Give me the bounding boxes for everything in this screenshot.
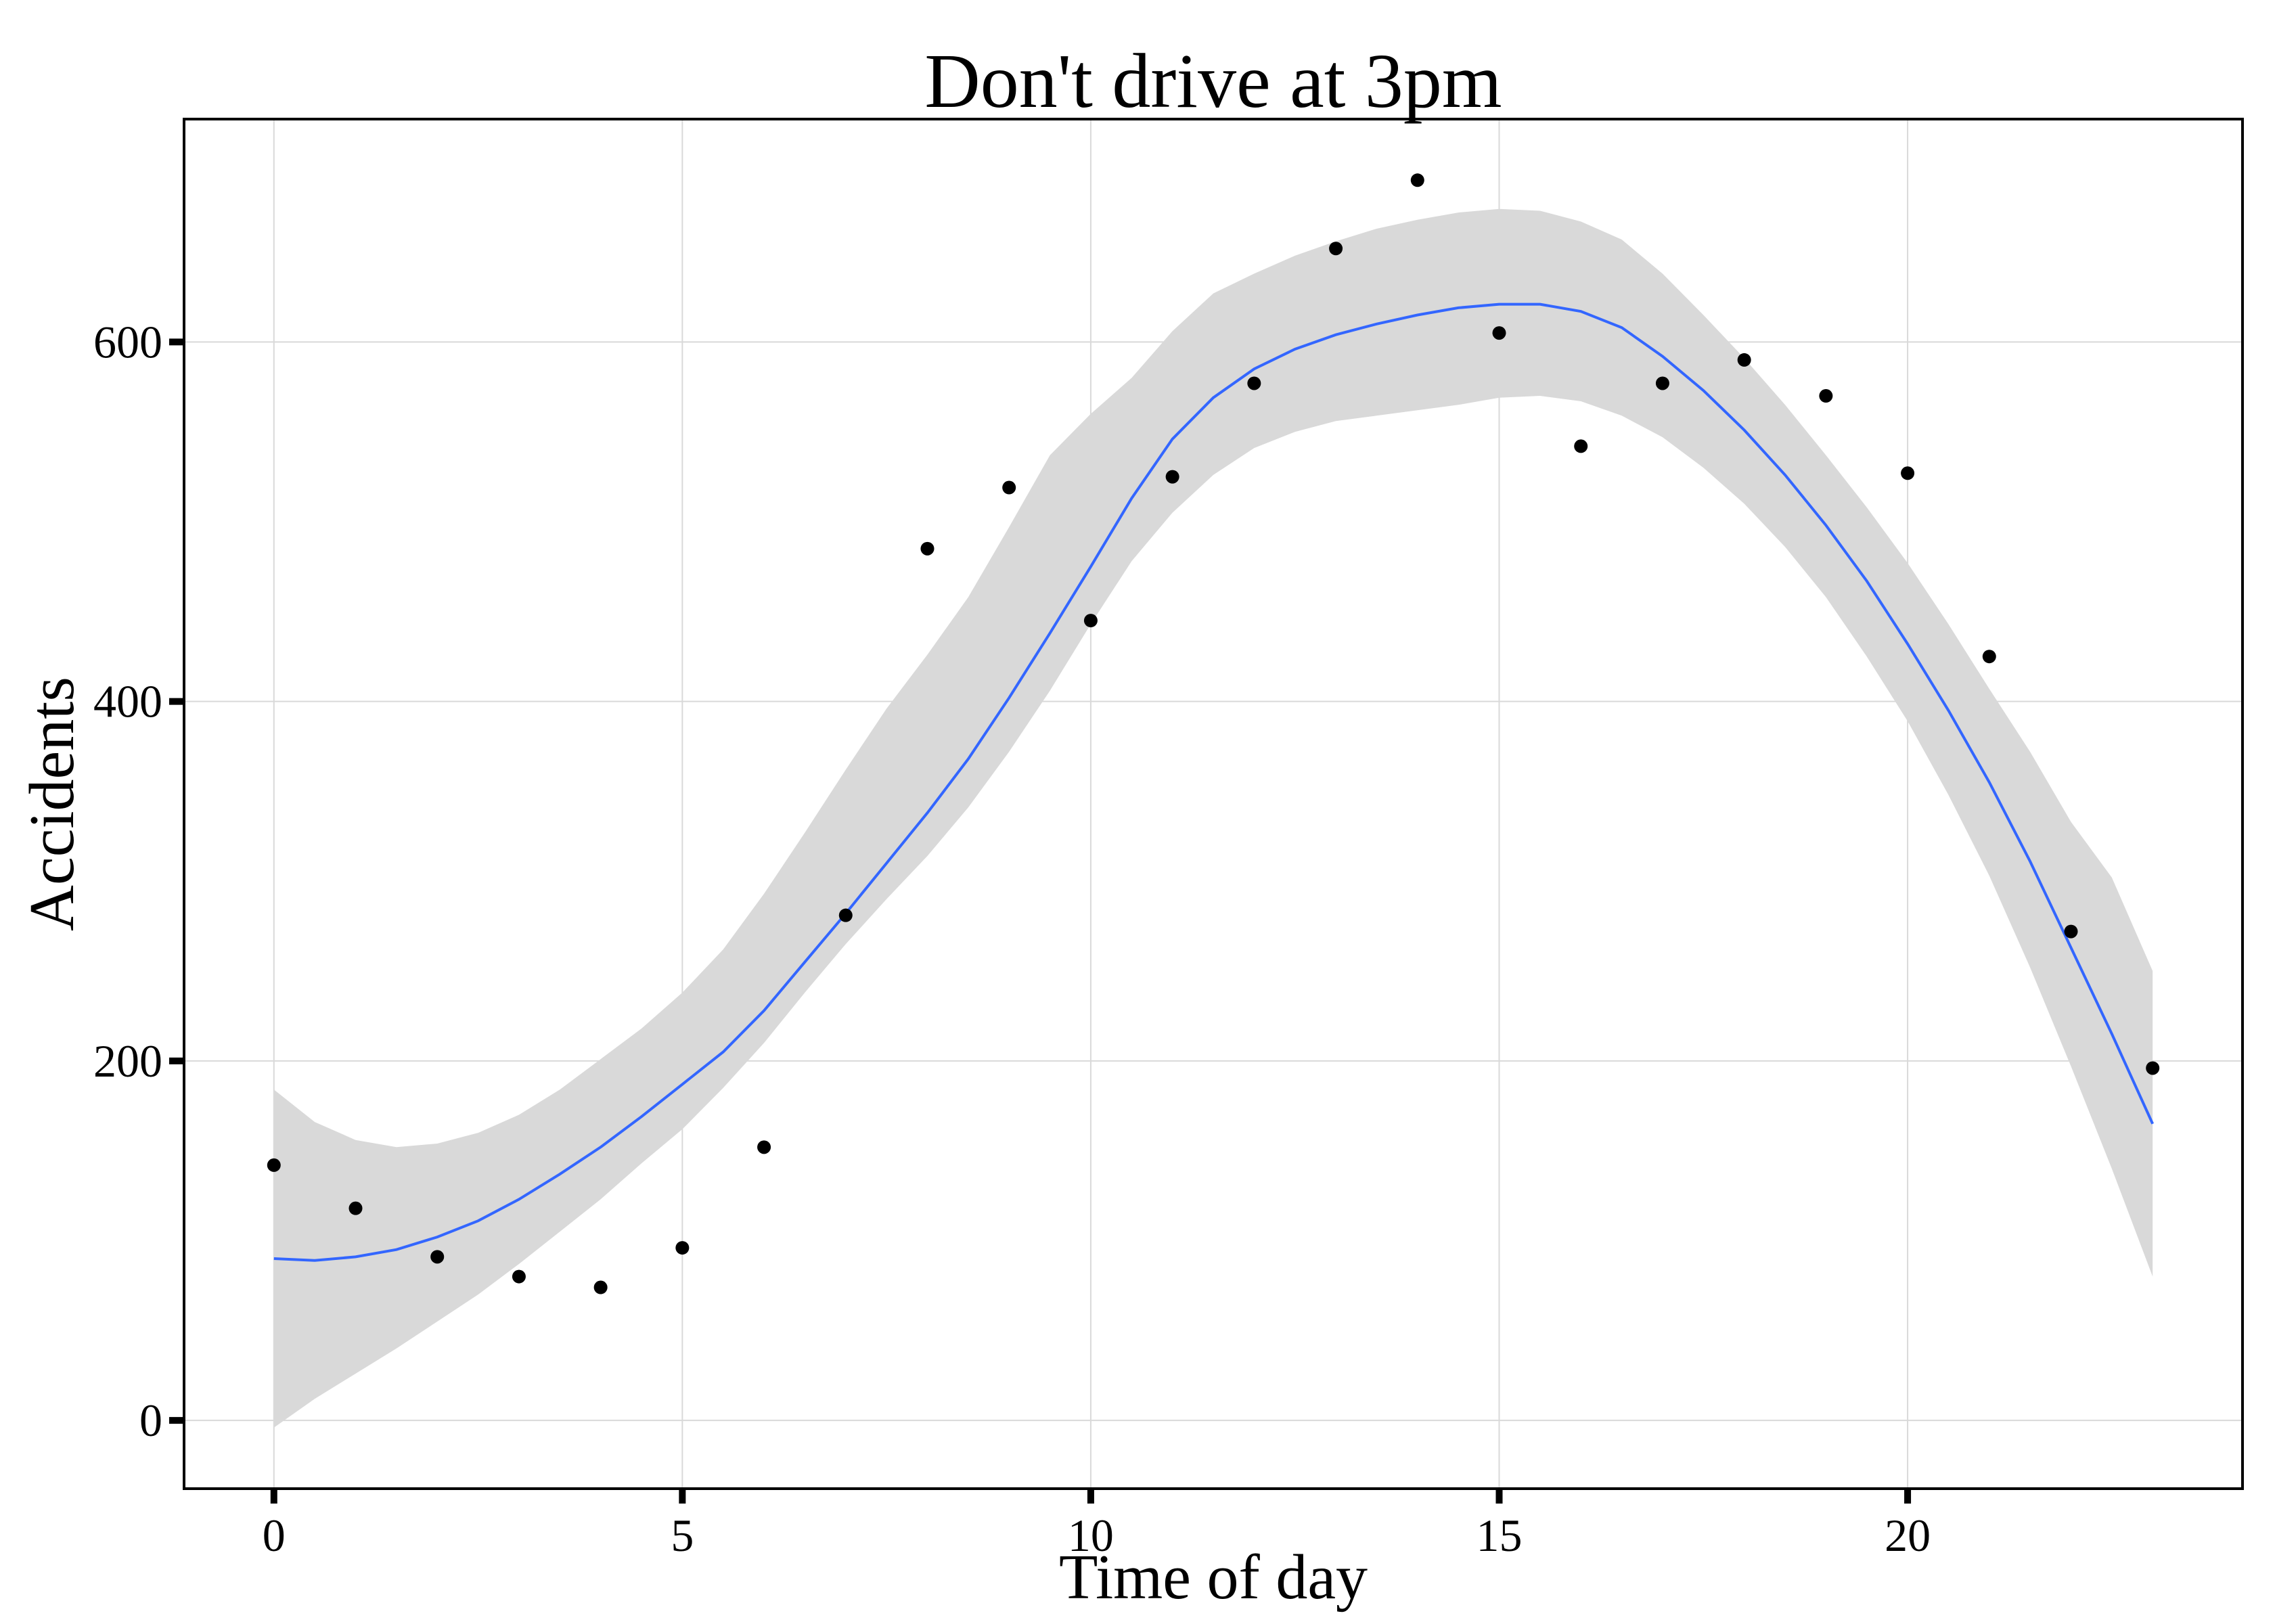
x-tick-label: 10 xyxy=(1068,1510,1114,1561)
data-point xyxy=(267,1158,281,1172)
data-point xyxy=(1737,353,1751,367)
data-point xyxy=(1901,466,1915,480)
y-tick-label: 200 xyxy=(93,1035,162,1087)
y-tick-label: 400 xyxy=(93,676,162,727)
confidence-band xyxy=(273,208,2153,1428)
data-point xyxy=(1247,376,1261,390)
smooth-trend-line xyxy=(273,302,2155,1262)
data-point xyxy=(2064,924,2078,939)
data-point xyxy=(920,541,934,556)
points-layer xyxy=(267,173,2160,1294)
data-point xyxy=(1492,326,1506,340)
data-point xyxy=(593,1280,608,1294)
data-point xyxy=(1165,470,1179,484)
data-point xyxy=(838,908,853,922)
x-tick-label: 15 xyxy=(1477,1510,1523,1561)
data-point xyxy=(1329,242,1343,256)
x-tick-label: 5 xyxy=(671,1510,694,1561)
data-point xyxy=(1655,376,1669,390)
y-axis-title: Accidents xyxy=(17,677,87,931)
x-tick-label: 0 xyxy=(263,1510,286,1561)
data-point xyxy=(1410,173,1424,187)
data-point xyxy=(1574,439,1588,453)
y-axis-ticks: 0 200 400 600 xyxy=(93,316,184,1446)
y-tick-label: 0 xyxy=(139,1395,162,1446)
data-point xyxy=(1819,389,1833,403)
data-point xyxy=(1982,650,1996,664)
data-point xyxy=(675,1241,690,1255)
data-point xyxy=(430,1250,445,1264)
data-point xyxy=(757,1140,771,1154)
data-point xyxy=(1002,480,1016,495)
data-point xyxy=(348,1201,363,1215)
x-tick-label: 20 xyxy=(1885,1510,1931,1561)
x-axis-ticks: 0 5 10 15 20 xyxy=(263,1489,1931,1561)
y-tick-label: 600 xyxy=(93,316,162,367)
confidence-band-layer xyxy=(273,208,2153,1428)
data-point xyxy=(512,1269,526,1284)
chart-title: Don't drive at 3pm xyxy=(924,38,1502,124)
x-axis-title: Time of day xyxy=(1059,1542,1368,1612)
panel-border xyxy=(183,118,2244,1490)
data-point xyxy=(1083,614,1098,628)
smooth-line-layer xyxy=(273,302,2155,1262)
data-point xyxy=(2146,1061,2160,1075)
